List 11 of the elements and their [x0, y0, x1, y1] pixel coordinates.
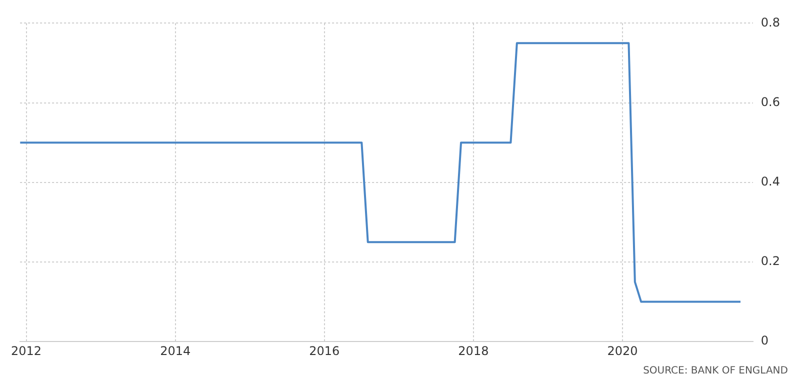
x-tick-label: 2020	[607, 344, 638, 358]
source-note: SOURCE: BANK OF ENGLAND	[643, 366, 788, 377]
y-tick-label: 0.2	[760, 254, 780, 268]
x-tick-label: 2016	[309, 344, 340, 358]
y-tick-label: 0	[760, 334, 769, 348]
y-tick-label: 0.8	[760, 15, 780, 30]
x-tick-label: 2018	[458, 344, 489, 358]
x-tick-label: 2014	[160, 344, 191, 358]
x-tick-label: 2012	[11, 344, 42, 358]
y-tick-label: 0.6	[760, 94, 780, 109]
y-tick-label: 0.4	[760, 174, 780, 189]
